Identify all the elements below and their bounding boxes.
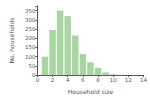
svg-text:50: 50 xyxy=(28,63,35,69)
svg-text:4: 4 xyxy=(66,77,70,83)
svg-text:12: 12 xyxy=(125,77,132,83)
svg-text:200: 200 xyxy=(25,35,36,41)
svg-text:150: 150 xyxy=(25,44,36,50)
svg-text:300: 300 xyxy=(25,17,36,23)
svg-text:250: 250 xyxy=(25,26,36,32)
svg-text:10: 10 xyxy=(110,77,117,83)
svg-text:2: 2 xyxy=(51,77,55,83)
svg-text:14: 14 xyxy=(140,77,147,83)
svg-text:Household size: Household size xyxy=(68,88,114,95)
svg-text:100: 100 xyxy=(25,54,36,60)
svg-text:350: 350 xyxy=(25,8,36,14)
svg-text:6: 6 xyxy=(81,77,85,83)
svg-text:0: 0 xyxy=(36,77,40,83)
svg-text:0: 0 xyxy=(31,72,36,79)
svg-text:No. households: No. households xyxy=(8,18,15,64)
svg-text:8: 8 xyxy=(96,77,100,83)
